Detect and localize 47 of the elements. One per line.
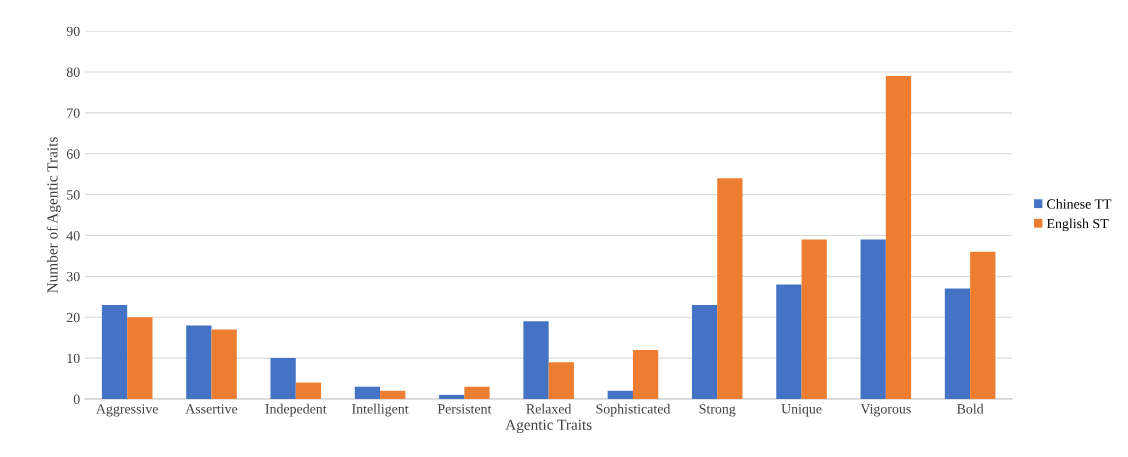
x-tick-label: Bold bbox=[957, 403, 984, 414]
bar bbox=[632, 349, 659, 399]
x-tick-label: Relaxed bbox=[526, 403, 572, 414]
bar bbox=[101, 304, 128, 399]
x-tick-label: Persistent bbox=[437, 404, 492, 414]
x-tick-label: Sophisticated bbox=[596, 403, 671, 417]
x-tick-label: Indepedent bbox=[265, 403, 327, 417]
legend-label: Chinese TT bbox=[1047, 198, 1112, 209]
bar bbox=[970, 251, 996, 399]
bar bbox=[944, 288, 971, 399]
bar bbox=[186, 325, 212, 399]
bar bbox=[127, 317, 153, 399]
bar bbox=[270, 358, 296, 399]
bar bbox=[211, 329, 237, 399]
y-tick-label: 80 bbox=[66, 67, 80, 77]
bar bbox=[295, 382, 322, 399]
bar bbox=[354, 386, 381, 399]
bar bbox=[860, 239, 886, 399]
legend-label: English ST bbox=[1046, 218, 1109, 232]
bar bbox=[717, 178, 743, 399]
y-axis-title: Number of Agentic Traits bbox=[46, 137, 61, 293]
bar bbox=[607, 390, 633, 399]
x-tick-label: Strong bbox=[699, 404, 736, 417]
x-axis-title: Agentic Traits bbox=[505, 419, 592, 434]
bar bbox=[776, 284, 802, 399]
y-tick-label: 50 bbox=[67, 190, 80, 200]
bar bbox=[548, 362, 574, 399]
bar bbox=[523, 321, 549, 399]
x-tick-label: Intelligent bbox=[352, 403, 409, 417]
x-tick-label: Aggressive bbox=[96, 404, 158, 417]
bar bbox=[464, 386, 490, 399]
y-tick-label: 20 bbox=[66, 312, 80, 323]
y-tick-label: 0 bbox=[73, 394, 80, 404]
bar bbox=[801, 239, 827, 399]
y-tick-label: 10 bbox=[67, 353, 80, 364]
x-tick-label: Unique bbox=[781, 404, 822, 417]
y-tick-label: 60 bbox=[66, 149, 80, 159]
x-tick-label: Vigorous bbox=[860, 404, 911, 417]
bar bbox=[691, 304, 718, 399]
y-tick-label: 30 bbox=[66, 271, 80, 282]
y-tick-label: 70 bbox=[67, 108, 80, 118]
y-tick-label: 90 bbox=[66, 26, 80, 37]
bar bbox=[885, 76, 912, 399]
bar bbox=[439, 394, 465, 399]
bar bbox=[380, 390, 406, 399]
x-tick-label: Assertive bbox=[185, 404, 238, 414]
y-tick-label: 40 bbox=[66, 231, 80, 241]
